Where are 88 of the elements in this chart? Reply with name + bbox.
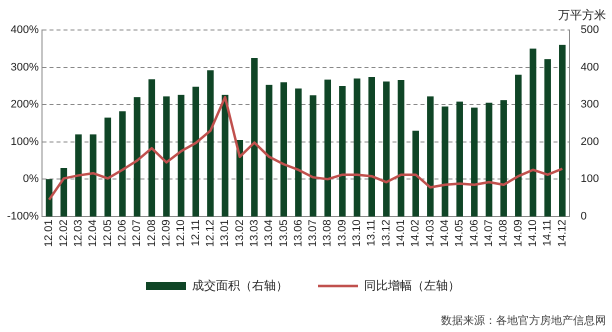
bar [236,140,244,216]
x-tick-label: 13.02 [234,219,246,248]
bar [60,168,68,216]
y2-axis-title: 万平方米 [558,8,606,22]
y-tick-label: 0% [22,173,40,186]
bar [90,134,96,216]
x-tick-label: 12.04 [87,219,100,248]
bar [500,100,507,216]
bar [368,76,375,216]
x-tick-label: 14.12 [556,219,568,248]
x-tick-label: 13.01 [219,219,232,248]
x-tick-label: 14.05 [454,219,466,248]
y-tick-label: 400% [10,24,40,36]
bar [104,118,112,216]
x-tick-label: 12.08 [146,219,158,248]
x-tick-label: 12.01 [43,219,56,248]
x-tick-label: 14.10 [527,219,540,248]
bar [178,94,184,216]
y2-tick-label: 100 [580,173,600,186]
y2-tick-label: 400 [580,61,600,74]
bar [442,106,448,216]
bar [486,102,492,216]
x-tick-label: 14.07 [483,219,496,248]
x-tick-label: 13.09 [336,219,348,248]
y2-tick-label: 300 [580,98,600,111]
x-tick-label: 13.06 [292,219,304,248]
bar [266,84,272,216]
legend-label: 同比增幅（左轴） [364,278,460,292]
bar [310,95,316,216]
bar [398,80,404,216]
bar [471,108,478,216]
bar [163,96,170,216]
x-tick-label: 12.06 [116,219,128,248]
bar [251,58,258,216]
x-tick-label: 14.11 [542,219,554,246]
bar [134,97,140,216]
x-tick-label: 12.02 [58,219,70,248]
y2-tick-label: 0 [580,210,587,223]
bar [559,44,566,216]
x-tick-label: 14.01 [395,219,408,248]
bar [75,134,82,216]
bar [354,78,360,216]
x-tick-label: 13.12 [380,219,392,248]
x-tick-label: 14.09 [512,219,524,248]
x-tick-label: 13.08 [322,219,334,248]
x-tick-label: 12.12 [204,219,216,248]
x-tick-label: 14.03 [424,219,436,248]
x-tick-label: 13.11 [366,219,378,246]
bar [544,59,551,216]
x-tick-label: 12.05 [102,219,114,248]
bar [119,111,126,216]
bar [456,102,463,216]
bar [148,79,156,216]
y2-tick-label: 500 [580,24,600,36]
bar [46,179,52,216]
source-note: 数据来源：各地官方房地产信息网 [441,313,606,328]
bar [515,74,522,216]
y-tick-label: 300% [10,61,40,74]
bar [324,80,332,216]
bar [339,86,346,216]
x-tick-label: 12.09 [160,219,172,248]
y-tick-label: 100% [10,136,40,148]
x-tick-label: 14.02 [410,219,422,248]
y-tick-label: -100% [7,210,40,223]
bar [192,86,200,216]
x-tick-label: 13.07 [307,219,320,248]
x-tick-label: 13.10 [351,219,364,248]
bar [427,96,434,216]
bar [383,81,390,216]
bar [530,48,536,216]
x-tick-label: 14.06 [468,219,480,248]
y-tick-label: 200% [10,98,40,111]
x-tick-label: 12.11 [190,219,202,246]
y2-tick-label: 200 [580,136,600,148]
x-tick-label: 14.08 [498,219,510,248]
bar [207,70,214,216]
x-tick-label: 13.03 [248,219,260,248]
x-tick-label: 12.10 [175,219,188,248]
bar [412,130,419,216]
legend-label: 成交面积（右轴） [192,278,288,292]
bar [280,82,288,216]
bar [222,94,228,216]
x-tick-label: 13.04 [263,219,276,248]
x-tick-label: 12.03 [72,219,84,248]
x-tick-label: 12.07 [131,219,144,248]
bar [295,88,302,216]
x-tick-label: 13.05 [278,219,290,248]
x-tick-label: 14.04 [439,219,452,248]
